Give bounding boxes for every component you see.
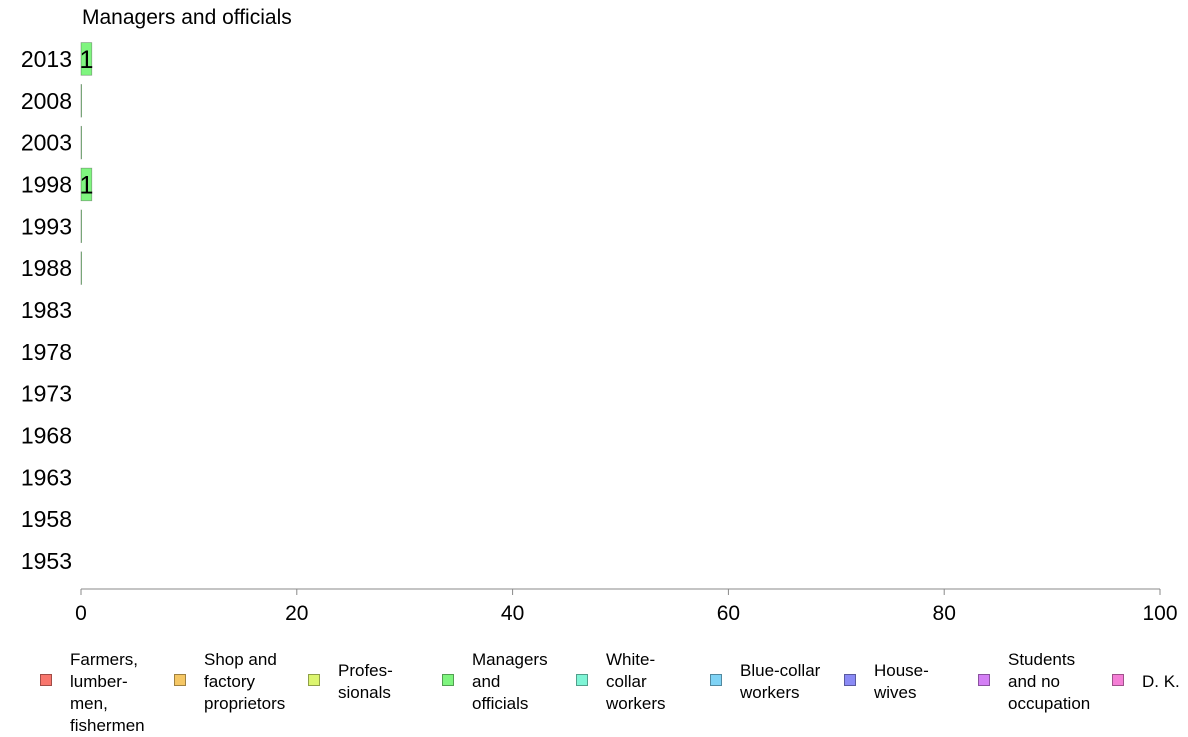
- x-tick-label: 40: [501, 602, 524, 625]
- legend-label: Blue-collar workers: [740, 661, 821, 702]
- legend-item: Managers and officials: [442, 640, 576, 736]
- legend-item: Blue-collar workers: [710, 640, 844, 736]
- legend-item: Profes- sionals: [308, 640, 442, 736]
- bar-segment: [80, 42, 93, 76]
- category-label: 1968: [21, 423, 72, 449]
- category-label: 1998: [21, 171, 72, 197]
- legend-label: Farmers, lumber- men, fishermen: [70, 650, 145, 735]
- x-tick-label: 60: [717, 602, 740, 625]
- legend-swatch: [442, 674, 454, 686]
- legend-item: D. K.: [1112, 640, 1188, 736]
- legend-item: Farmers, lumber- men, fishermen: [40, 640, 174, 736]
- legend-label: Managers and officials: [472, 650, 548, 713]
- category-label: 2013: [21, 46, 72, 72]
- legend-label: House- wives: [874, 661, 929, 702]
- legend-item: Shop and factory proprietors: [174, 640, 308, 736]
- x-tick-label: 20: [285, 602, 308, 625]
- legend-label: Students and no occupation: [1008, 650, 1091, 713]
- legend-swatch: [40, 674, 52, 686]
- legend-swatch: [978, 674, 990, 686]
- legend-swatch: [308, 674, 320, 686]
- legend-item: Students and no occupation: [978, 640, 1112, 736]
- bar-segment: [80, 84, 82, 118]
- x-tick-label: 100: [1142, 602, 1177, 625]
- legend-label: D. K.: [1142, 672, 1180, 691]
- category-label: 1983: [21, 297, 72, 323]
- legend-swatch: [174, 674, 186, 686]
- bar-segment: [80, 209, 82, 243]
- category-label: 1963: [21, 464, 72, 490]
- category-label: 2008: [21, 88, 72, 114]
- bar-segment: [80, 125, 82, 160]
- chart-title: Managers and officials: [82, 6, 292, 29]
- legend-swatch: [576, 674, 588, 686]
- bar-segment: [80, 251, 82, 285]
- legend-swatch: [710, 674, 722, 686]
- legend-item: White- collar workers: [576, 640, 710, 736]
- legend-swatch: [844, 674, 856, 686]
- legend-label: Profes- sionals: [338, 661, 393, 702]
- bar-chart: 2013 1 2008 2003 1998 1 1993 1988 1983 1978 1973 19…: [21, 42, 1178, 625]
- legend-label: Shop and factory proprietors: [204, 650, 286, 713]
- data-label: 1: [79, 171, 93, 199]
- legend-label: White- collar workers: [606, 650, 666, 713]
- category-label: 1988: [21, 255, 72, 281]
- category-label: 2003: [21, 130, 72, 156]
- x-tick-label: 0: [75, 602, 87, 625]
- category-label: 1993: [21, 213, 72, 239]
- category-label: 1953: [21, 548, 72, 574]
- legend: Farmers, lumber- men, fishermen Shop and …: [0, 640, 1188, 736]
- data-label: 1: [79, 46, 93, 74]
- legend-swatch: [1112, 674, 1124, 686]
- category-label: 1978: [21, 339, 72, 365]
- category-label: 1958: [21, 506, 72, 532]
- legend-item: House- wives: [844, 640, 978, 736]
- category-label: 1973: [21, 381, 72, 407]
- x-tick-label: 80: [933, 602, 956, 625]
- bar-segment: [80, 167, 93, 202]
